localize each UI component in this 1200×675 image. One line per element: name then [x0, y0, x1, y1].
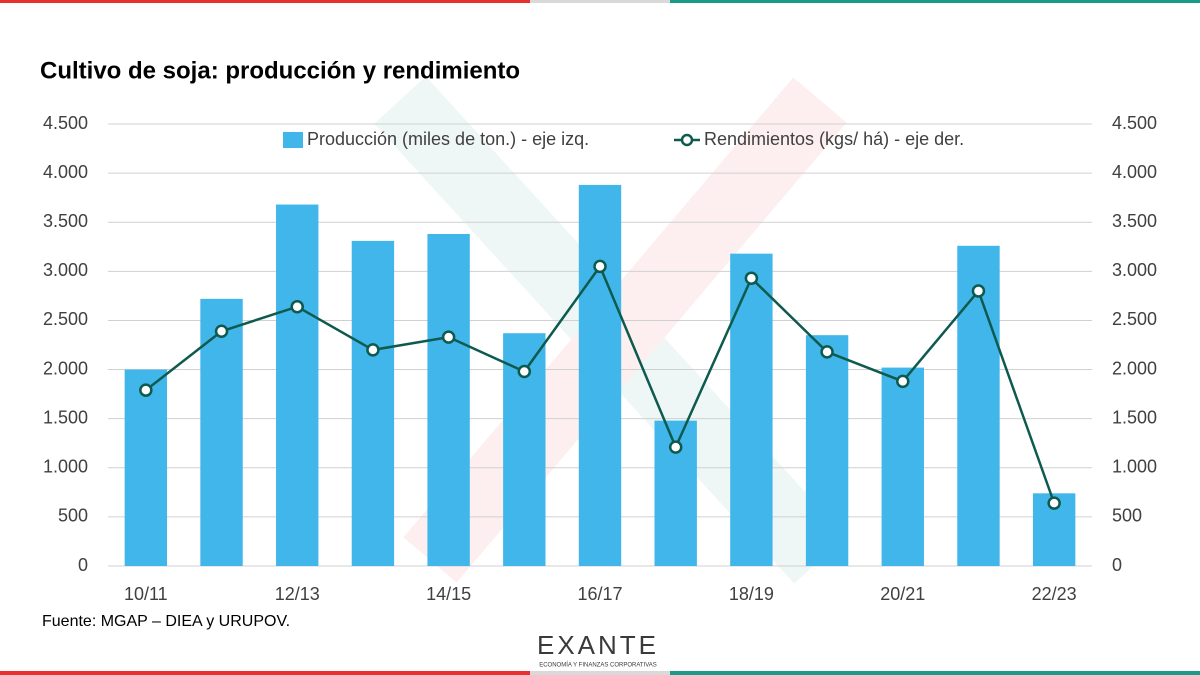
top-bar-red [0, 0, 530, 3]
y-tick-label: 2.000 [43, 358, 88, 378]
y-tick-label: 1.500 [43, 407, 88, 427]
x-tick-label: 16/17 [577, 584, 622, 604]
line-marker [517, 364, 532, 379]
line-marker [820, 345, 834, 359]
legend-marker [680, 133, 694, 147]
x-tick-label: 18/19 [729, 584, 774, 604]
x-tick-label: 20/21 [880, 584, 925, 604]
bottom-bar-teal [670, 671, 1200, 675]
x-tick-label: 14/15 [426, 584, 471, 604]
x-tick-label: 10/11 [124, 584, 168, 604]
bar [276, 204, 319, 566]
line-marker [896, 374, 910, 389]
y-tick-label: 4.500 [43, 113, 88, 133]
line-marker [366, 343, 380, 357]
y-tick-label: 1.000 [43, 457, 88, 477]
bottom-bar-red [0, 671, 530, 675]
line-marker [668, 440, 683, 454]
y2-tick-label: 3.000 [1112, 260, 1157, 280]
y-tick-label: 500 [58, 506, 88, 526]
y-tick-label: 4.000 [43, 162, 88, 182]
line-marker [214, 324, 229, 338]
y2-tick-label: 0 [1112, 555, 1122, 575]
line-marker [290, 299, 304, 314]
bar [427, 234, 470, 566]
bar [578, 184, 622, 567]
x-tick-label: 22/23 [1032, 584, 1077, 604]
chart-title: Cultivo de soja: producción y rendimient… [40, 57, 520, 84]
line-marker [139, 383, 153, 397]
line-marker [593, 259, 607, 274]
y2-tick-label: 3.500 [1112, 211, 1157, 231]
y-tick-label: 0 [78, 555, 88, 575]
y2-tick-label: 2.000 [1112, 358, 1157, 378]
bar [730, 253, 773, 567]
y2-tick-label: 4.000 [1112, 162, 1157, 182]
bar [881, 367, 924, 566]
top-bar-teal [670, 0, 1200, 3]
y-tick-label: 3.000 [43, 260, 88, 280]
line-marker [971, 284, 986, 298]
bar [805, 335, 849, 566]
legend-label: Rendimientos (kgs/ há) - eje der. [704, 129, 964, 149]
y2-tick-label: 1.500 [1112, 407, 1157, 427]
y2-tick-label: 500 [1112, 506, 1142, 526]
y-tick-label: 2.500 [43, 309, 88, 329]
y2-tick-label: 4.500 [1112, 113, 1157, 133]
y2-tick-label: 1.000 [1112, 457, 1157, 477]
logo: EXANTE [537, 630, 659, 660]
line-marker [1047, 496, 1061, 510]
y2-tick-label: 2.500 [1112, 309, 1157, 329]
line-marker [441, 330, 456, 344]
legend-swatch [283, 132, 303, 148]
source: Fuente: MGAP – DIEA y URUPOV. [42, 613, 290, 630]
bar [200, 298, 243, 566]
bar [351, 240, 395, 566]
x-tick-label: 12/13 [275, 584, 320, 604]
bottom-bar-grey [530, 671, 670, 675]
plot: 0 500 1.000 1.500 2.000 2.500 3.000 3.500 4.000 4… [43, 113, 1157, 604]
bar [124, 369, 168, 566]
legend-label: Producción (miles de ton.) - eje izq. [307, 129, 589, 149]
logo-tagline: ECONOMÍA Y FINANZAS CORPORATIVAS [539, 662, 657, 669]
y-tick-label: 3.500 [43, 211, 88, 231]
top-bar-grey [530, 0, 670, 3]
line-marker [744, 271, 759, 285]
bar [957, 245, 1000, 566]
